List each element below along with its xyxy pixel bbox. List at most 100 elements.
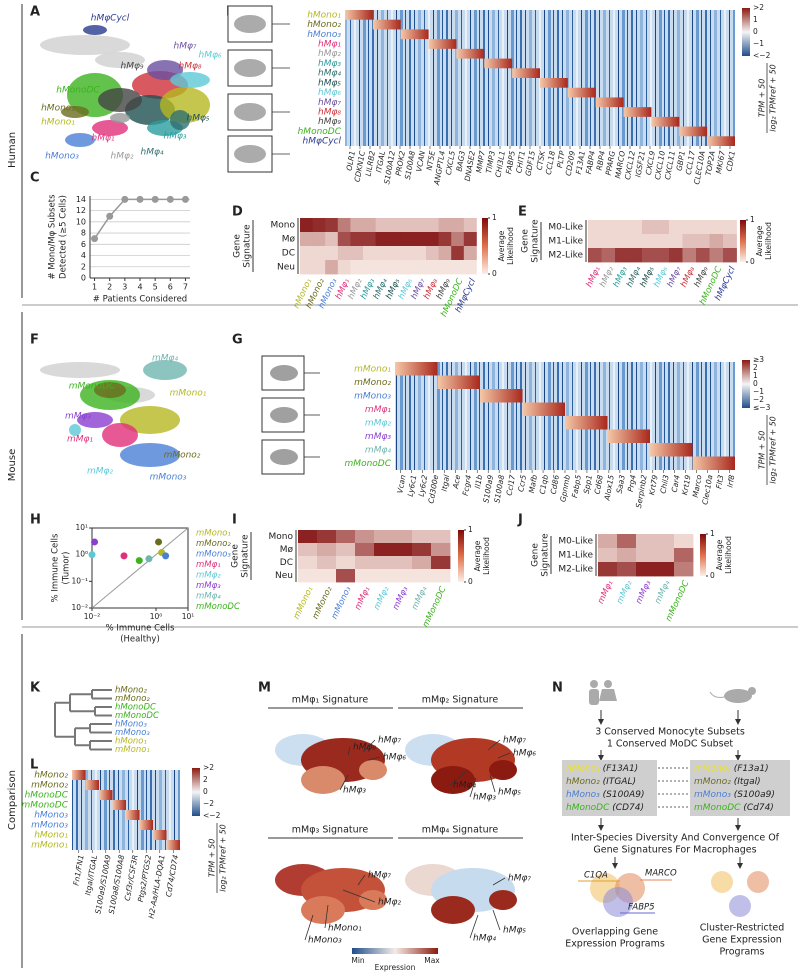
heatmap-cell xyxy=(337,246,351,261)
heatmap-cell xyxy=(412,530,432,544)
label: hMφ₅ xyxy=(186,114,209,124)
heatmap-cell xyxy=(312,260,326,275)
colorbar xyxy=(352,948,438,954)
label: Overlapping Gene xyxy=(572,927,658,938)
column-label: mMφ₃ xyxy=(391,585,411,612)
row-label: mMono₃ xyxy=(31,821,68,831)
cluster-blob xyxy=(69,424,81,436)
row-label: hMφ₇ xyxy=(318,98,341,108)
heatmap-cell xyxy=(451,218,465,233)
scale-label: TPM + 50 xyxy=(758,431,767,470)
heatmap-cell xyxy=(336,556,356,570)
heatmap-cell xyxy=(696,234,710,249)
data-point xyxy=(181,195,189,203)
subset-label: mMonoDC (Cd74) xyxy=(694,803,774,813)
thumbnail-cells xyxy=(234,15,266,33)
column-label: mMφ₂ xyxy=(615,579,635,606)
colorbar-label: <−2 xyxy=(753,51,771,60)
row-label: DC xyxy=(282,249,295,259)
column-label: mMφ₄ xyxy=(653,579,673,606)
identity-line xyxy=(91,527,189,609)
legend-entry: mMono₃ xyxy=(196,550,231,560)
gene-label: CXCL9 xyxy=(644,150,657,176)
colorbar-label: 1 xyxy=(753,15,758,24)
heatmap-cell xyxy=(615,220,629,235)
row-label: hMono₂ xyxy=(307,20,341,30)
y-tick-label: 2 xyxy=(81,262,86,271)
gene-label: OLR1 xyxy=(345,150,357,171)
signature-block xyxy=(595,97,624,108)
label: mMono₁ xyxy=(170,389,207,399)
gene-label: TOP2A xyxy=(704,150,717,176)
colorbar-tick-label: 1 xyxy=(492,213,497,222)
label: hMφ₈ xyxy=(178,62,201,72)
colorbar-label: −2 xyxy=(203,799,214,808)
heatmap-cell xyxy=(374,530,394,544)
x-tick-label: 2 xyxy=(107,283,112,292)
heatmap-cell xyxy=(655,534,675,549)
heatmap-cell xyxy=(617,534,637,549)
heatmap-cell xyxy=(426,232,439,247)
colorbar-label: ≥3 xyxy=(753,355,764,364)
y-tick-label: 10⁻¹ xyxy=(71,576,88,585)
heatmap-cell xyxy=(317,556,337,570)
label: mMonoDC xyxy=(69,382,116,392)
panel-letter: N xyxy=(552,681,563,696)
colorbar-label: Likelihood xyxy=(724,536,733,574)
axis-label: Signature xyxy=(541,533,551,577)
heatmap-cell xyxy=(388,218,402,233)
colorbar xyxy=(740,220,746,262)
label: Gene Expression xyxy=(702,935,782,946)
column-label: mMφ₄ xyxy=(410,585,430,612)
panel-letter: E xyxy=(518,205,527,220)
cluster-label: hMono₁ xyxy=(328,924,362,934)
cluster-blob xyxy=(170,72,210,88)
axis-label: (Tumor) xyxy=(62,552,72,585)
heatmap-cell xyxy=(601,234,616,249)
gene-label: GDF15 xyxy=(524,150,537,177)
panel-letter: D xyxy=(232,205,243,220)
subset-gene: (CD74) xyxy=(609,803,644,813)
label: FABP5 xyxy=(628,903,655,913)
heatmap-cell xyxy=(598,534,618,549)
heatmap-cell xyxy=(426,218,439,233)
signature-block xyxy=(395,362,438,376)
row-label: hMφ₆ xyxy=(318,88,341,98)
label: Human xyxy=(7,132,18,168)
axis-label: Detected (≥5 Cells) xyxy=(59,195,69,279)
label: hMono₃ xyxy=(45,152,79,162)
gene-box xyxy=(690,760,790,816)
column-label: mMφ₁ xyxy=(596,579,615,606)
heatmap-cell xyxy=(413,232,427,247)
heatmap-cell xyxy=(355,556,375,570)
heatmap-cell xyxy=(393,543,413,557)
cluster-blob xyxy=(120,443,180,467)
cluster-circle xyxy=(729,895,751,917)
heatmap-cell xyxy=(463,260,477,275)
signature-block xyxy=(437,375,480,389)
leader-line xyxy=(492,909,501,931)
heatmap-cell xyxy=(375,260,389,275)
gene-label: Cd68 xyxy=(593,474,605,495)
subset-label: hMono₁ (F13A1) xyxy=(566,764,638,774)
colorbar-label: Average xyxy=(473,540,482,571)
signature-block xyxy=(484,58,513,69)
y-tick-label: 12 xyxy=(76,206,86,215)
heatmap-cell xyxy=(431,556,451,570)
subset-label: hMono₃ (S100A9) xyxy=(566,790,644,800)
signature-block xyxy=(679,126,708,137)
heatmap-cell xyxy=(336,569,356,583)
label: hMφ₂ xyxy=(110,152,133,162)
label: hMonoDC xyxy=(56,86,100,96)
embedding-region xyxy=(301,896,345,924)
heatmap-cell xyxy=(696,220,710,235)
heatmap-cell xyxy=(400,232,414,247)
axis-label: % Immune Cells xyxy=(106,624,175,634)
scale-label: log₂ TPMref + 50 xyxy=(769,416,778,484)
legend-entry: mMono₂ xyxy=(196,539,231,549)
cluster-label: hMφ₇ xyxy=(503,736,526,746)
colorbar xyxy=(700,534,706,576)
column-label: mMφ₂ xyxy=(372,585,392,612)
gene-label: C1qb xyxy=(538,474,550,495)
signature-block xyxy=(153,830,167,840)
